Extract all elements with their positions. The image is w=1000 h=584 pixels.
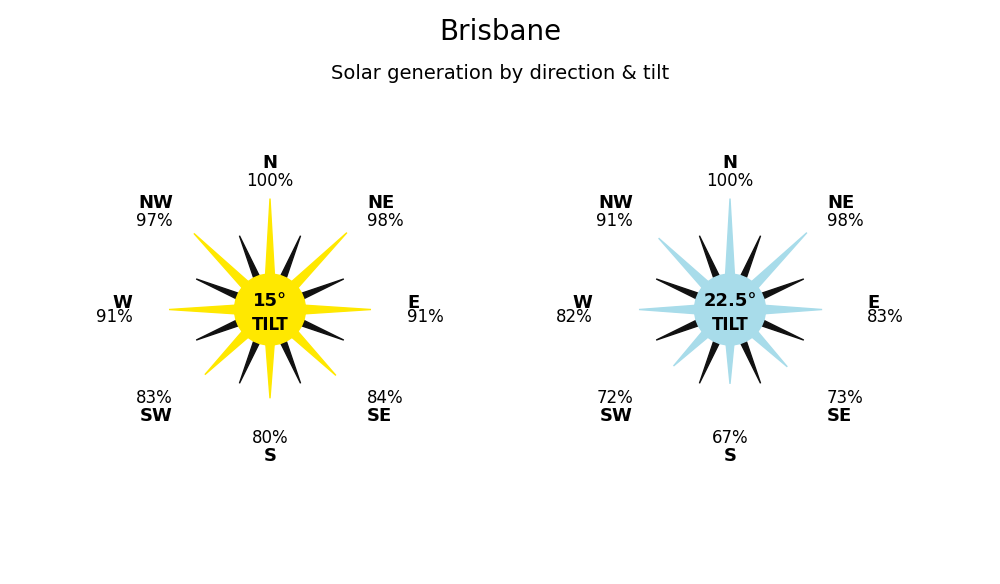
Polygon shape <box>656 279 711 305</box>
Polygon shape <box>239 328 265 383</box>
Text: 80%: 80% <box>252 429 288 447</box>
Polygon shape <box>292 304 371 315</box>
Text: 100%: 100% <box>706 172 754 190</box>
Polygon shape <box>265 199 275 288</box>
Circle shape <box>694 274 766 345</box>
Polygon shape <box>749 279 804 305</box>
Polygon shape <box>699 328 725 383</box>
Polygon shape <box>725 199 735 288</box>
Text: E: E <box>407 294 419 311</box>
Text: W: W <box>573 294 593 311</box>
Text: TILT: TILT <box>712 316 748 334</box>
Text: 73%: 73% <box>827 388 864 406</box>
Text: Solar generation by direction & tilt: Solar generation by direction & tilt <box>331 64 669 84</box>
Polygon shape <box>239 236 265 291</box>
Text: TILT: TILT <box>252 316 288 334</box>
Text: Brisbane: Brisbane <box>439 18 561 46</box>
Polygon shape <box>275 328 301 383</box>
Text: S: S <box>264 447 276 465</box>
Polygon shape <box>289 279 344 305</box>
Text: 98%: 98% <box>367 213 404 231</box>
Polygon shape <box>275 236 301 291</box>
Polygon shape <box>699 236 725 291</box>
Polygon shape <box>265 331 275 398</box>
Polygon shape <box>289 314 344 340</box>
Text: E: E <box>867 294 879 311</box>
Text: 84%: 84% <box>367 388 404 406</box>
Text: SW: SW <box>140 406 173 425</box>
Text: N: N <box>722 154 738 172</box>
Polygon shape <box>639 304 708 315</box>
Polygon shape <box>656 314 711 340</box>
Text: N: N <box>262 154 278 172</box>
Text: SE: SE <box>367 406 392 425</box>
Polygon shape <box>205 321 258 375</box>
Polygon shape <box>742 232 807 298</box>
Text: 100%: 100% <box>246 172 294 190</box>
Text: W: W <box>113 294 133 311</box>
Text: 91%: 91% <box>407 308 444 325</box>
Polygon shape <box>752 304 822 315</box>
Text: 22.5°: 22.5° <box>703 291 757 310</box>
Text: SE: SE <box>827 406 852 425</box>
Text: 82%: 82% <box>556 308 593 325</box>
Polygon shape <box>282 321 336 376</box>
Text: NW: NW <box>138 194 173 213</box>
Text: NE: NE <box>827 194 854 213</box>
Text: 97%: 97% <box>136 213 173 231</box>
Polygon shape <box>659 238 718 298</box>
Polygon shape <box>674 321 718 366</box>
Text: 98%: 98% <box>827 213 864 231</box>
Polygon shape <box>742 321 787 367</box>
Polygon shape <box>735 236 761 291</box>
Polygon shape <box>725 331 735 384</box>
Text: 83%: 83% <box>136 388 173 406</box>
Text: NW: NW <box>598 194 633 213</box>
Text: 67%: 67% <box>712 429 748 447</box>
Polygon shape <box>749 314 804 340</box>
Polygon shape <box>169 304 248 315</box>
Text: S: S <box>724 447 736 465</box>
Polygon shape <box>194 234 258 298</box>
Text: 91%: 91% <box>596 213 633 231</box>
Text: SW: SW <box>600 406 633 425</box>
Text: 83%: 83% <box>867 308 904 325</box>
Text: 15°: 15° <box>253 291 287 310</box>
Polygon shape <box>282 232 347 298</box>
Text: 72%: 72% <box>596 388 633 406</box>
Polygon shape <box>735 328 761 383</box>
Circle shape <box>234 274 306 345</box>
Polygon shape <box>196 279 251 305</box>
Polygon shape <box>196 314 251 340</box>
Text: NE: NE <box>367 194 394 213</box>
Text: 91%: 91% <box>96 308 133 325</box>
